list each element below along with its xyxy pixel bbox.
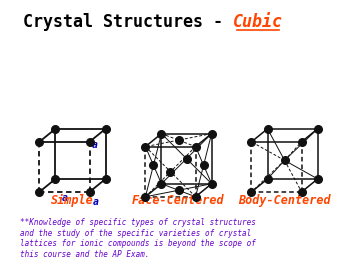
Text: Cubic: Cubic	[233, 13, 283, 31]
Text: Face-Centered: Face-Centered	[132, 193, 225, 207]
Text: a: a	[91, 140, 97, 150]
Text: a: a	[62, 193, 67, 203]
Text: Body-Centered: Body-Centered	[238, 193, 331, 207]
Text: this course and the AP Exam.: this course and the AP Exam.	[20, 250, 150, 259]
Text: lattices for ionic compounds is beyond the scope of: lattices for ionic compounds is beyond t…	[20, 239, 256, 248]
Text: and the study of the specific varieties of crystal: and the study of the specific varieties …	[20, 229, 252, 238]
Text: **Knowledge of specific types of crystal structures: **Knowledge of specific types of crystal…	[20, 218, 256, 227]
Text: Simple: Simple	[51, 193, 94, 207]
Text: Crystal Structures -: Crystal Structures -	[23, 13, 233, 31]
Text: a: a	[92, 198, 98, 207]
